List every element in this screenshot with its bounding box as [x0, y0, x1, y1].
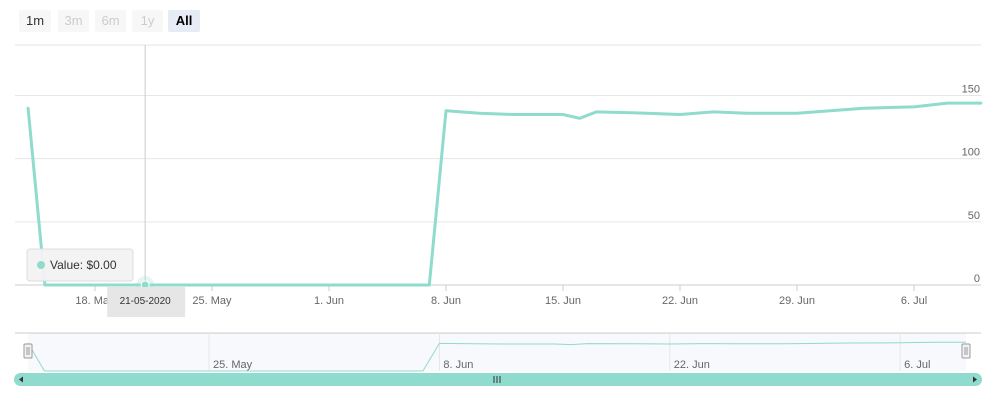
y-tick-label: 0	[974, 273, 980, 285]
x-tick-label: 15. Jun	[545, 295, 581, 307]
navigator-series-line	[27, 341, 966, 372]
x-tick-label: 22. Jun	[662, 295, 698, 307]
range-button-3m[interactable]: 3m	[58, 10, 89, 32]
navigator-selected-range[interactable]	[28, 333, 966, 371]
grip-icon[interactable]	[961, 343, 971, 359]
x-tick-label: 18. May	[75, 295, 115, 307]
tooltip-series-dot	[37, 261, 45, 269]
crosshair-date-label: 21-05-2020	[107, 287, 186, 317]
series-line	[26, 101, 983, 287]
x-tick-label: 8. Jun	[431, 295, 461, 307]
x-tick-label: 25. May	[192, 295, 232, 307]
y-tick-label: 150	[962, 84, 980, 96]
navigator-right-handle[interactable]	[961, 343, 971, 359]
navigator-left-handle[interactable]	[23, 343, 33, 359]
crosshair-label-text: 21-05-2020	[120, 296, 172, 307]
navigator-tick-label: 8. Jun	[443, 359, 473, 371]
tooltip: Value: $0.00	[26, 248, 134, 282]
range-button-6m[interactable]: 6m	[95, 10, 126, 32]
range-button-1y[interactable]: 1y	[132, 10, 163, 32]
scroll-grip-icon	[493, 376, 501, 383]
y-tick-label: 50	[968, 210, 980, 222]
scrollbar[interactable]	[14, 373, 982, 386]
crosshair-label-bg	[107, 287, 186, 317]
range-button-1m[interactable]: 1m	[19, 10, 51, 32]
navigator-tick-label: 6. Jul	[904, 359, 930, 371]
navigator[interactable]: 25. May 8. Jun 22. Jun 6. Jul	[15, 332, 981, 372]
grip-icon[interactable]	[23, 343, 33, 359]
arrow-left-icon[interactable]	[19, 376, 23, 383]
arrow-right-icon[interactable]	[973, 376, 977, 383]
tooltip-bg	[26, 248, 134, 282]
y-tick-label: 100	[962, 147, 980, 159]
x-tick-label: 29. Jun	[779, 295, 815, 307]
tooltip-text: Value: $0.00	[50, 258, 117, 272]
range-button-all[interactable]: All	[168, 10, 200, 32]
x-tick-label: 1. Jun	[314, 295, 344, 307]
navigator-tick-label: 22. Jun	[674, 359, 710, 371]
navigator-tick-label: 25. May	[213, 359, 253, 371]
x-tick-label: 6. Jul	[901, 295, 927, 307]
